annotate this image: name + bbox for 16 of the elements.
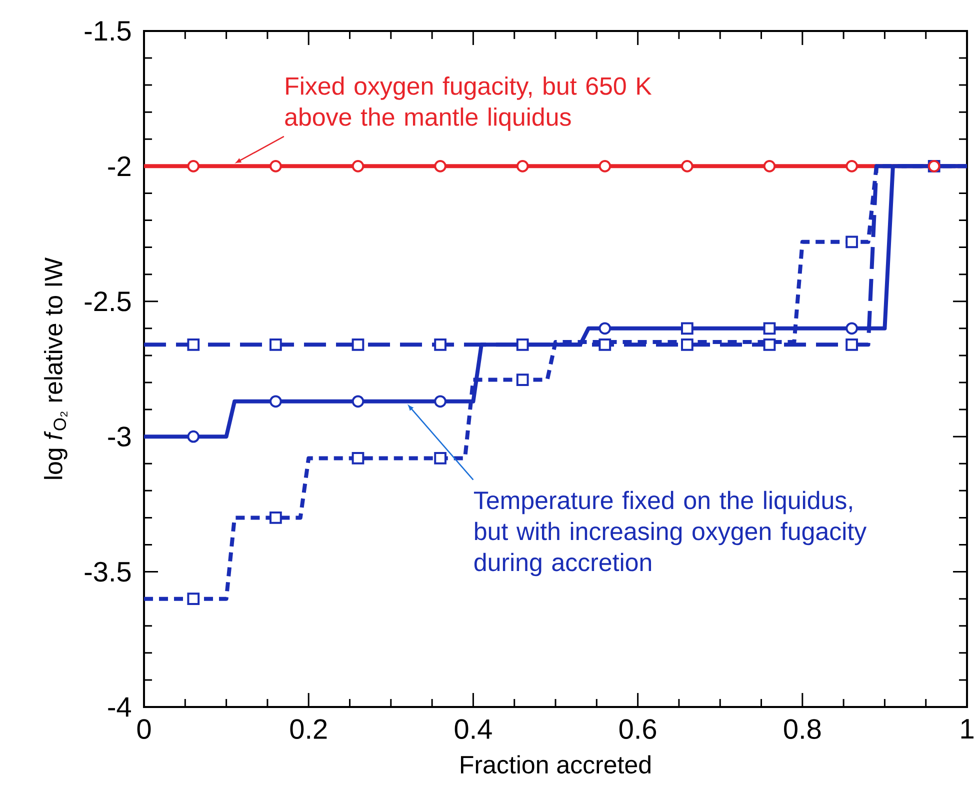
x-tick-label: 0.6	[619, 719, 656, 740]
x-tick-label: 0.2	[290, 719, 327, 740]
y-tick-label: -2.5	[84, 291, 131, 312]
y-tick-label: -3.5	[84, 562, 131, 582]
annotation: Fixed oxygen fugacity, but 650 K above the mantle liquidus	[285, 76, 652, 131]
y-axis-title: log f$_{O₂}$ relative to IW	[44, 258, 68, 479]
x-axis-title: Fraction accreted	[460, 755, 650, 774]
x-tick-label: 0.8	[784, 719, 821, 740]
y-tick-label: -1.5	[84, 21, 131, 41]
x-tick-label: 0.4	[454, 719, 492, 740]
y-tick-label: -4	[108, 697, 131, 717]
y-tick-label: -3	[108, 426, 131, 447]
y-tick-label: -2	[108, 156, 130, 176]
x-tick-label: 1	[961, 719, 974, 738]
annotation: Temperature fixed on the liquidus, but with increasing oxygen fugacity during accretion	[474, 490, 867, 576]
x-tick-label: 0	[137, 719, 151, 740]
